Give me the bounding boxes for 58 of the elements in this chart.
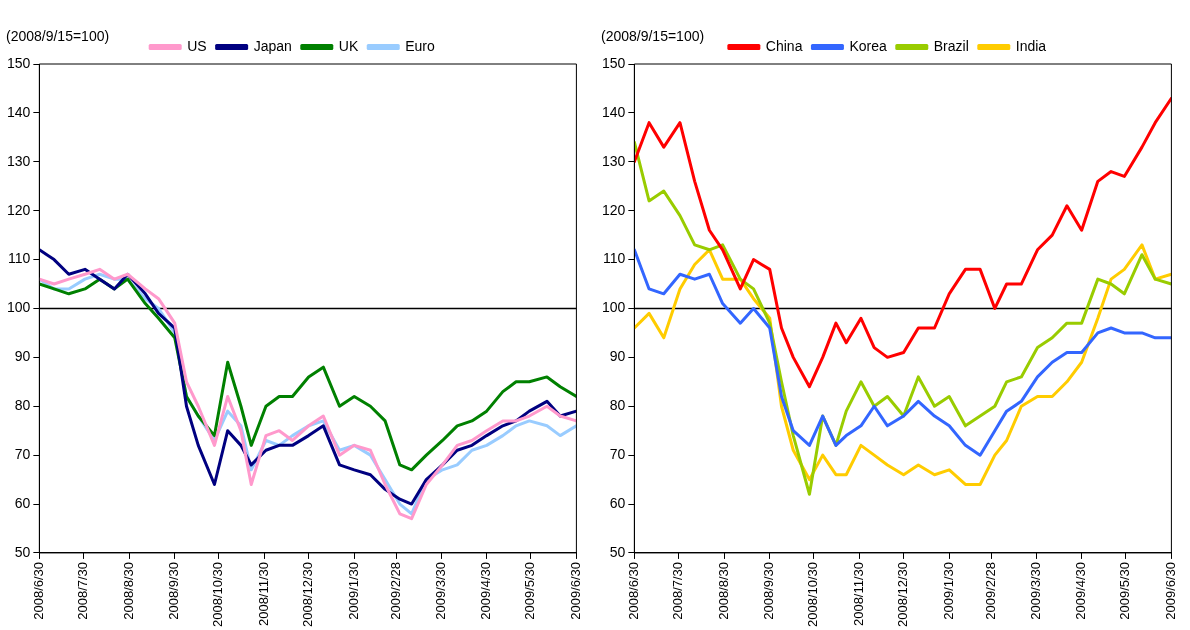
legend-label: Korea bbox=[849, 37, 887, 54]
y-tick-label: 70 bbox=[609, 446, 626, 463]
y-tick-label: 120 bbox=[7, 201, 31, 218]
x-tick-label: 2009/4/30 bbox=[1073, 561, 1089, 620]
x-tick-label: 2009/2/28 bbox=[388, 561, 404, 620]
x-tick-label: 2008/6/30 bbox=[625, 561, 641, 620]
y-tick-label: 80 bbox=[14, 397, 31, 414]
y-tick-label: 60 bbox=[14, 494, 31, 511]
legend-label: UK bbox=[338, 37, 359, 54]
y-tick-label: 100 bbox=[7, 299, 31, 316]
legend-label: Japan bbox=[253, 37, 292, 54]
y-tick-label: 120 bbox=[602, 201, 626, 218]
y-tick-label: 130 bbox=[7, 152, 31, 169]
x-tick-label: 2009/1/30 bbox=[940, 561, 956, 620]
x-tick-label: 2009/6/30 bbox=[567, 561, 583, 620]
x-tick-label: 2008/11/30 bbox=[851, 561, 867, 627]
y-tick-label: 140 bbox=[7, 103, 31, 120]
x-tick-label: 2009/2/28 bbox=[983, 561, 999, 620]
x-tick-label: 2008/10/30 bbox=[210, 561, 226, 628]
x-tick-label: 2008/8/30 bbox=[120, 561, 136, 620]
y-tick-label: 80 bbox=[609, 397, 626, 414]
x-tick-label: 2008/12/30 bbox=[300, 561, 316, 628]
x-tick-label: 2009/6/30 bbox=[1162, 561, 1178, 620]
y-tick-label: 110 bbox=[603, 250, 626, 267]
y-tick-label: 150 bbox=[7, 54, 31, 71]
x-tick-label: 2008/9/30 bbox=[761, 561, 777, 620]
x-tick-label: 2008/7/30 bbox=[75, 561, 91, 620]
y-tick-label: 50 bbox=[609, 543, 626, 560]
y-axis-title: (2008/9/15=100) bbox=[6, 27, 110, 44]
x-tick-label: 2008/7/30 bbox=[670, 561, 686, 620]
x-tick-label: 2008/10/30 bbox=[805, 561, 821, 628]
x-tick-label: 2008/8/30 bbox=[715, 561, 731, 620]
legend-label: China bbox=[765, 37, 803, 54]
x-tick-label: 2008/12/30 bbox=[895, 561, 911, 628]
legend-label: Brazil bbox=[933, 37, 969, 54]
x-tick-label: 2008/9/30 bbox=[166, 561, 182, 620]
x-tick-label: 2009/5/30 bbox=[1117, 561, 1133, 620]
legend-label: India bbox=[1015, 37, 1047, 54]
x-tick-label: 2009/1/30 bbox=[345, 561, 361, 620]
x-tick-label: 2009/5/30 bbox=[522, 561, 538, 620]
x-tick-label: 2009/4/30 bbox=[478, 561, 494, 620]
y-tick-label: 90 bbox=[609, 348, 626, 365]
x-tick-label: 2008/11/30 bbox=[256, 561, 272, 627]
x-tick-label: 2008/6/30 bbox=[30, 561, 46, 620]
y-axis-title: (2008/9/15=100) bbox=[601, 27, 705, 44]
y-tick-label: 70 bbox=[14, 446, 31, 463]
x-tick-label: 2009/3/30 bbox=[432, 561, 448, 620]
y-tick-label: 100 bbox=[602, 299, 626, 316]
y-tick-label: 150 bbox=[602, 54, 626, 71]
y-tick-label: 130 bbox=[602, 152, 626, 169]
legend-label: US bbox=[187, 37, 207, 54]
x-tick-label: 2009/3/30 bbox=[1027, 561, 1043, 620]
y-tick-label: 140 bbox=[602, 103, 626, 120]
y-tick-label: 50 bbox=[14, 543, 31, 560]
legend-label: Euro bbox=[405, 37, 436, 54]
y-tick-label: 90 bbox=[14, 348, 31, 365]
y-tick-label: 110 bbox=[8, 250, 31, 267]
y-tick-label: 60 bbox=[609, 494, 626, 511]
